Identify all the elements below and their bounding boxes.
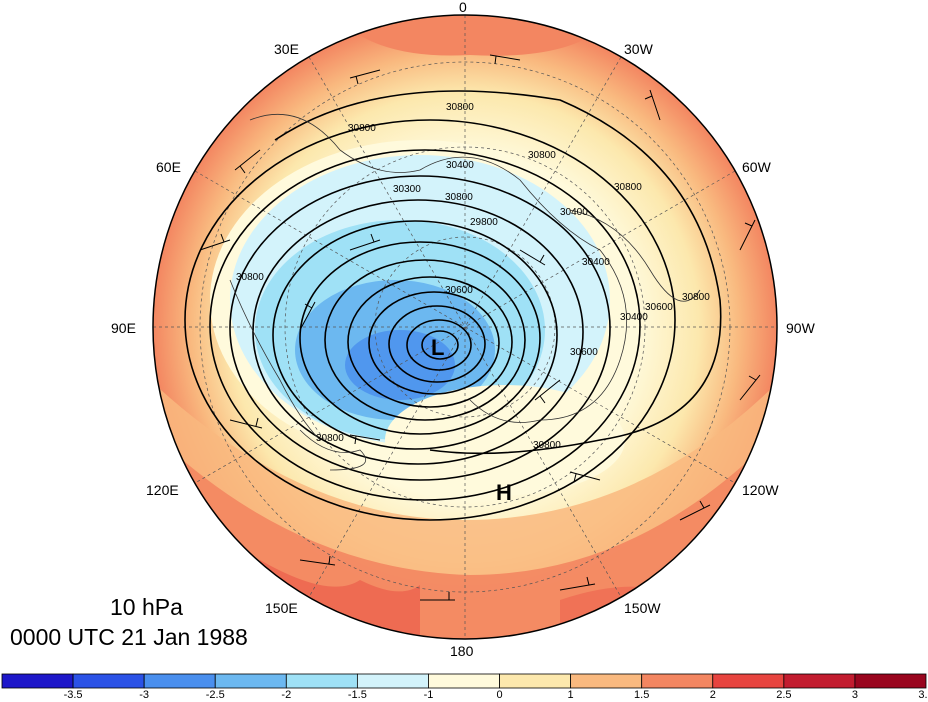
lon-label-150e: 150E — [265, 600, 298, 616]
valid-time-title: 0000 UTC 21 Jan 1988 — [10, 624, 248, 650]
colorbar-swatch — [1, 673, 74, 689]
colorbar-swatch — [143, 673, 216, 689]
contour-label: 30600 — [445, 285, 473, 296]
contour-label: 30400 — [582, 257, 610, 268]
contour-label: 30400 — [620, 312, 648, 323]
colorbar-tick-label: 0 — [496, 689, 503, 701]
map-fill — [153, 15, 777, 639]
colorbar-swatch — [641, 673, 714, 689]
contour-label: 30800 — [614, 182, 642, 193]
colorbar-tick-label: -1.5 — [347, 689, 367, 701]
contour-label: 30800 — [236, 272, 264, 283]
lon-label-90w: 90W — [786, 320, 815, 336]
contour-label: 30400 — [560, 207, 588, 218]
contour-label: 30600 — [645, 302, 673, 313]
colorbar-tick-label: 1.5 — [634, 689, 650, 701]
lon-label-150w: 150W — [624, 600, 661, 616]
low-center-marker: L — [431, 335, 444, 360]
pressure-level-title: 10 hPa — [110, 594, 183, 620]
colorbar-swatch — [499, 673, 572, 689]
contour-label: 30800 — [445, 192, 473, 203]
contour-label: 30800 — [533, 440, 561, 451]
colorbar-swatch — [570, 673, 643, 689]
colorbar-tick-label: 3.5 — [918, 689, 928, 701]
high-center-marker: H — [496, 480, 512, 505]
colorbar-tick-label: -1 — [423, 689, 434, 701]
colorbar-swatch — [712, 673, 785, 689]
colorbar-swatch — [285, 673, 358, 689]
contour-label: 30800 — [446, 102, 474, 113]
lon-label-120w: 120W — [742, 482, 779, 498]
colorbar-swatch — [72, 673, 145, 689]
colorbar-tick-label: -3 — [139, 689, 150, 701]
colorbar-tick-label: 3 — [851, 689, 858, 701]
colorbar-swatch — [356, 673, 429, 689]
lon-label-60e: 60E — [156, 159, 181, 175]
colorbar-tick-label: 1 — [567, 689, 574, 701]
contour-label: 30600 — [570, 347, 598, 358]
colorbar-swatch — [783, 673, 856, 689]
lon-label-0: 0 — [459, 0, 467, 15]
contour-labels: 30800 30800 30800 30400 30800 30300 3080… — [236, 102, 710, 451]
lon-label-30e: 30E — [274, 41, 299, 57]
lon-label-60w: 60W — [742, 159, 771, 175]
colorbar — [1, 673, 927, 689]
colorbar-tick-label: -3.5 — [63, 689, 83, 701]
contour-label: 30800 — [348, 123, 376, 134]
colorbar-tick-label: -2 — [281, 689, 292, 701]
colorbar-swatch — [428, 673, 500, 689]
colorbar-tick-label: -2.5 — [205, 689, 225, 701]
contour-label: 29800 — [470, 217, 498, 228]
contour-label: 30800 — [316, 433, 344, 444]
lon-label-30w: 30W — [624, 41, 653, 57]
map-border — [152, 14, 778, 640]
contour-label: 30800 — [528, 150, 556, 161]
lon-label-120e: 120E — [146, 482, 179, 498]
lon-label-180: 180 — [450, 643, 474, 659]
lon-label-90e: 90E — [111, 320, 136, 336]
contour-label: 30400 — [446, 160, 474, 171]
contour-label: 30800 — [682, 292, 710, 303]
colorbar-swatch — [214, 673, 287, 689]
contour-label: 30300 — [393, 184, 421, 195]
colorbar-tick-label: 2.5 — [776, 689, 792, 701]
colorbar-tick-label: 2 — [709, 689, 716, 701]
colorbar-swatch — [854, 673, 927, 689]
